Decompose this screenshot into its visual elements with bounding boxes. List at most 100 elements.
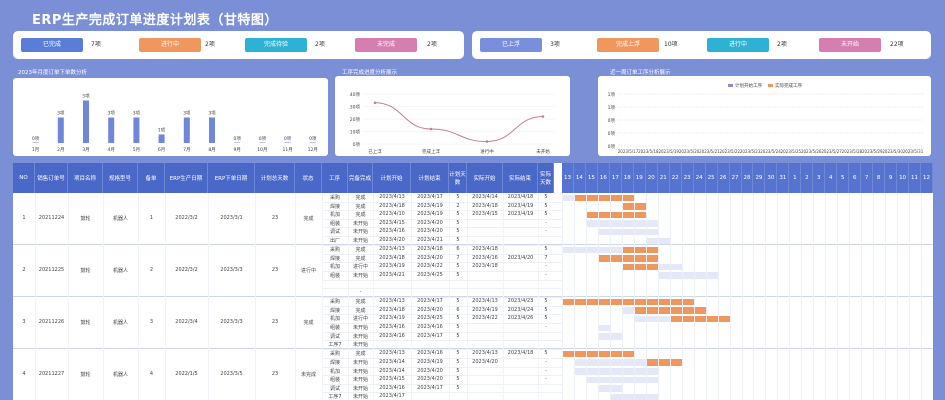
table-header-cell: 实际天数 xyxy=(538,163,554,193)
col-line xyxy=(35,193,36,400)
data-label: 0项 xyxy=(32,136,40,142)
table-cell: 2023/3/3 xyxy=(220,267,243,274)
tick-label: 2023/5/23 xyxy=(740,149,761,154)
col-line xyxy=(295,193,296,400)
gantt-gridline xyxy=(909,193,911,400)
table-cell: 5 xyxy=(544,202,548,209)
stat-pill-listed[interactable]: 已上浮 xyxy=(480,38,542,52)
table-cell: 2023/4/19 xyxy=(417,211,443,218)
gantt-bar-actual xyxy=(621,203,646,210)
table-header-cell: NO xyxy=(13,163,35,193)
cell-line xyxy=(322,210,562,212)
stat-count: 10项 xyxy=(664,41,678,48)
stat-pill-completed[interactable]: 已完成 xyxy=(21,38,83,52)
stat-pill-in-progress[interactable]: 进行中 xyxy=(139,38,201,52)
stat-pill-pending-check[interactable]: 完成待验 xyxy=(245,38,307,52)
table-cell: 2023/4/19 xyxy=(417,202,443,209)
table-cell: 未开始 xyxy=(352,342,368,349)
data-label: 3项 xyxy=(183,111,191,117)
table-cell: 5 xyxy=(456,332,460,339)
tick-label: 2023/5/18 xyxy=(638,149,659,154)
gantt-bar-actual xyxy=(669,315,730,323)
table-cell: 2023/4/13 xyxy=(379,246,405,253)
table-cell: 5 xyxy=(456,237,460,243)
table-cell: 2023/3/3 xyxy=(220,319,243,326)
col-line xyxy=(538,193,539,400)
table-cell: 2022/3/2 xyxy=(175,267,198,274)
table-cell: 2023/4/25 xyxy=(417,315,443,322)
tick-label: 2023/5/22 xyxy=(720,149,741,154)
gantt-day-header: 1 xyxy=(789,163,802,193)
table-cell: 2023/4/20 xyxy=(417,376,443,383)
data-label: 0项 xyxy=(309,136,317,142)
bar-mark xyxy=(158,134,165,143)
gantt-day-header: 22 xyxy=(669,163,682,193)
table-cell: 2023/4/22 xyxy=(472,315,498,322)
table-cell: - xyxy=(545,376,547,383)
tick-label: 2023/5/27 xyxy=(821,149,842,154)
gantt-bar-actual xyxy=(645,359,682,366)
table-cell xyxy=(467,393,503,400)
gantt-bar-actual xyxy=(562,298,694,306)
table-cell: 5 xyxy=(544,211,548,218)
data-point xyxy=(429,127,433,131)
gantt-gridline xyxy=(705,193,707,400)
gantt-gridline xyxy=(777,193,779,400)
gantt-gridline xyxy=(801,193,803,400)
tick-label: 2023/5/28 xyxy=(842,149,863,154)
bar-mark xyxy=(284,142,291,143)
table-cell: 2023/3/1 xyxy=(220,215,243,222)
table-cell: 工序7 xyxy=(328,394,342,400)
cell-line xyxy=(322,314,562,316)
tick-label: 2023/5/26 xyxy=(801,149,822,154)
table-cell: 2 xyxy=(456,202,460,209)
bar-mark xyxy=(57,117,64,143)
gantt-gridline xyxy=(645,193,647,400)
weekly-process-chart: 1项 1项 0项 0项 0项 2023/5/17 2023/5/18 2023/5/19 202… xyxy=(598,76,931,156)
gantt-gridline xyxy=(562,193,563,400)
cell-line xyxy=(322,340,562,342)
table-cell: 2023/4/15 xyxy=(472,211,498,218)
series-line xyxy=(374,102,544,143)
table-cell: 完成 xyxy=(355,203,366,210)
table-header-cell: 计划天数 xyxy=(449,163,467,193)
stat-pill-done-listed[interactable]: 完成上浮 xyxy=(597,38,659,52)
table-cell: 2023/4/19 xyxy=(379,263,405,270)
col-line xyxy=(322,193,323,400)
table-cell: 2023/4/16 xyxy=(379,228,405,235)
bar-mark xyxy=(259,142,266,143)
tick-label: 2023/5/24 xyxy=(760,149,781,154)
table-cell: 2023/4/15 xyxy=(379,376,405,383)
gantt-day-header: 28 xyxy=(741,163,754,193)
tick-label: 0项 xyxy=(608,118,616,124)
table-cell: 出厂 xyxy=(329,238,340,244)
table-cell: 23 xyxy=(271,267,279,274)
gantt-day-header: 23 xyxy=(681,163,694,193)
tick-label: 10月 xyxy=(257,147,267,153)
table-cell: 未完成 xyxy=(300,372,316,379)
cell-line xyxy=(322,244,562,246)
table-cell: 进行中 xyxy=(352,316,368,323)
table-cell: 2023/4/25 xyxy=(417,271,443,278)
table-cell: 2022/1/5 xyxy=(175,371,198,378)
table-cell: 2023/4/21 xyxy=(417,237,443,243)
table-cell: 2023/4/14 xyxy=(379,358,405,365)
stat-pill-not-done[interactable]: 未完成 xyxy=(355,38,417,52)
stat-count: 2项 xyxy=(205,41,215,48)
stat-pill-processing[interactable]: 进行中 xyxy=(707,38,769,52)
data-label: 5项 xyxy=(82,94,90,100)
stat-count: 22项 xyxy=(890,41,904,48)
tick-label: 0项 xyxy=(608,144,616,150)
table-cell: 2023/4/24 xyxy=(507,306,534,313)
stat-pill-not-started[interactable]: 未开始 xyxy=(819,38,881,52)
table-cell: 未开始 xyxy=(352,377,368,384)
process-progress-chart: 40项 30项 20项 10项 0项 已上浮 完成上浮 进行中 未开始 xyxy=(335,76,570,156)
table-cell: 组装 xyxy=(329,325,340,331)
table-cell: 焊接 xyxy=(329,203,340,210)
table-cell: 2023/4/20 xyxy=(417,219,443,226)
table-cell: 5 xyxy=(456,324,460,330)
gantt-gridline xyxy=(825,193,827,400)
cell-line xyxy=(322,227,562,229)
gantt-bar-actual xyxy=(633,307,706,314)
gantt-day-header: 13 xyxy=(562,163,574,193)
